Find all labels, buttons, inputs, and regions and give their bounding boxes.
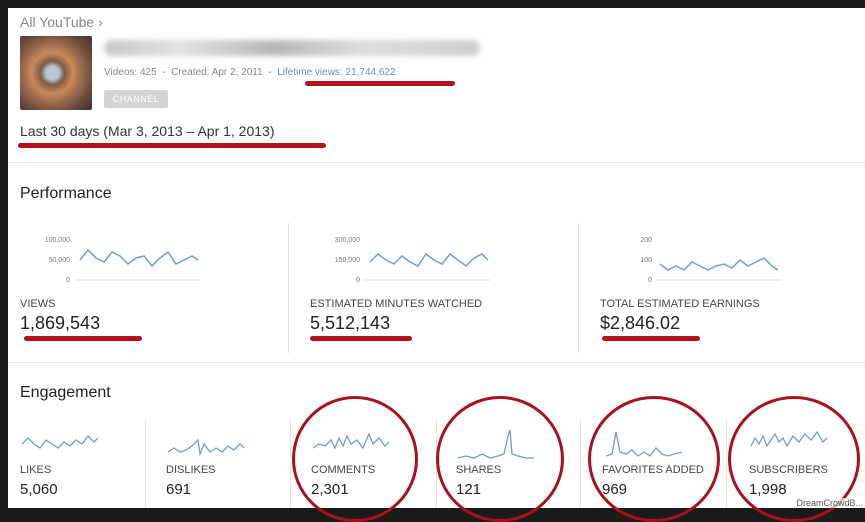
minutes-value: 5,512,143 [310,313,391,333]
tick-label: 300,000 [334,237,360,244]
created-date: Created: Apr 2, 2011 [171,67,263,78]
tick-label: 200 [640,237,652,244]
tick-label: 150,000 [334,257,360,264]
column-divider [580,420,581,508]
tick-label: 100 [640,257,652,264]
earnings-sparkline [656,257,782,281]
date-range-selector[interactable]: Last 30 days (Mar 3, 2013 – Apr 1, 2013) [20,123,275,139]
dislikes-label: DISLIKES [166,464,216,476]
channel-meta: Videos: 425 - Created: Apr 2, 2011 - Lif… [104,67,396,78]
minutes-label: ESTIMATED MINUTES WATCHED [310,298,483,310]
shares-label: SHARES [456,464,502,476]
tick-label: 0 [66,277,70,284]
subscribers-value: 1,998 [749,481,787,498]
favorites-value: 969 [602,481,628,498]
views-sparkline [74,248,200,281]
comments-sparkline [312,432,390,450]
favorites-sparkline [605,431,683,457]
comments-label: COMMENTS [311,464,376,476]
column-divider [145,420,146,508]
tick-label: 100,000 [44,237,70,244]
divider [8,162,865,163]
channel-avatar [20,36,92,110]
shares-value: 121 [456,481,482,498]
column-divider [726,420,727,508]
tick-label: 0 [648,277,652,284]
likes-value: 5,060 [20,481,58,498]
videos-count: Videos: 425 [104,67,157,78]
breadcrumb-all-youtube[interactable]: All YouTube › [20,14,103,30]
tick-label: 0 [356,277,360,284]
favorites-label: FAVORITES ADDED [602,464,704,476]
shares-sparkline [457,429,534,459]
divider [8,362,865,363]
subscribers-sparkline [750,430,828,448]
lifetime-views-link[interactable]: Lifetime views: 21,744,622 [277,67,396,78]
dislikes-value: 691 [166,481,192,498]
likes-sparkline [21,435,99,449]
views-label: VIEWS [20,298,56,310]
views-value: 1,869,543 [20,313,101,333]
minutes-sparkline [364,252,490,281]
earnings-value: $2,846.02 [600,313,681,333]
analytics-page: All YouTube › Videos: 425 - Created: Apr… [8,8,865,508]
channel-name-blurred [104,40,480,56]
dislikes-sparkline [167,438,245,456]
earnings-label: TOTAL ESTIMATED EARNINGS [600,298,760,310]
column-divider [578,223,579,353]
column-divider [436,420,437,508]
channel-button[interactable]: CHANNEL [104,90,168,108]
comments-value: 2,301 [311,481,349,498]
engagement-title: Engagement [20,384,111,401]
likes-label: LIKES [20,464,52,476]
subscribers-label: SUBSCRIBERS [749,464,828,476]
column-divider [288,223,289,353]
performance-title: Performance [20,185,112,202]
column-divider [290,420,291,508]
tick-label: 50,000 [48,257,70,264]
